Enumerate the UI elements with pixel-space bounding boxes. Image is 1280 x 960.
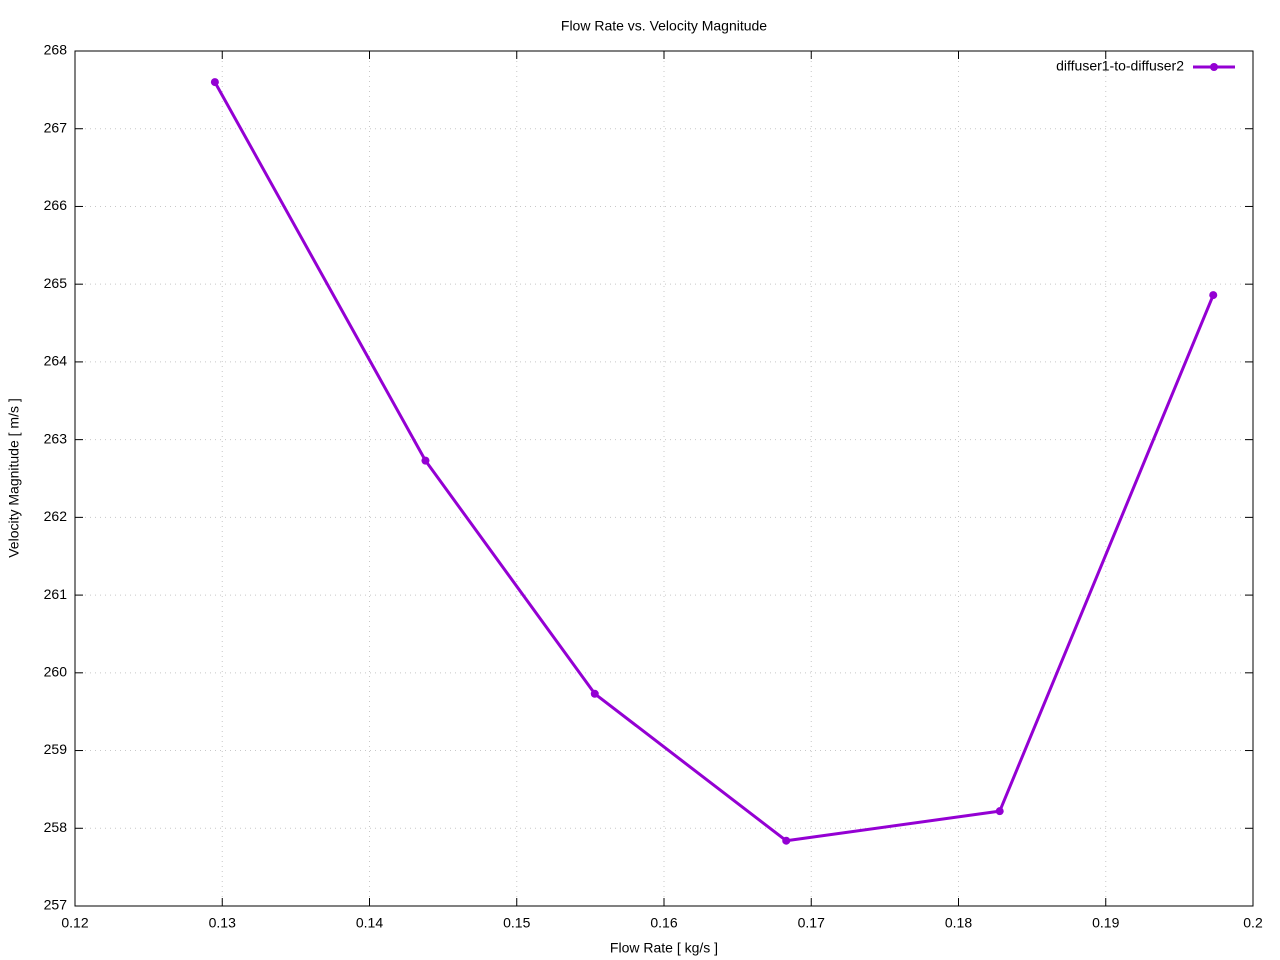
x-tick-label: 0.15 [503,915,530,931]
series-line [213,81,1215,843]
y-tick-label: 264 [44,353,68,369]
y-tick-label: 267 [44,119,68,135]
x-axis-label: Flow Rate [ kg/s ] [610,940,718,956]
x-tick-label: 0.18 [945,915,972,931]
x-tick-label: 0.19 [1092,915,1119,931]
plot-frame [74,50,1254,907]
y-tick-label: 266 [44,197,68,213]
legend-marker [1210,63,1218,71]
data-point [995,807,1004,816]
x-tick-label: 0.2 [1243,915,1263,931]
y-tick-label: 260 [44,664,68,680]
y-tick-label: 257 [44,897,68,913]
y-tick-label: 261 [44,586,68,602]
x-tick-label: 0.16 [650,915,677,931]
data-point [210,78,219,87]
x-tick-label: 0.13 [209,915,236,931]
data-point [782,836,791,845]
y-axis-label: Velocity Magnitude [ m/s ] [6,398,22,558]
y-tick-label: 263 [44,430,68,446]
y-tick-label: 268 [44,42,68,58]
data-point [590,689,599,698]
data-point [1209,291,1218,300]
y-tick-label: 262 [44,508,68,524]
y-tick-label: 259 [44,741,68,757]
x-tick-label: 0.14 [356,915,383,931]
x-tick-label: 0.17 [798,915,825,931]
chart-title: Flow Rate vs. Velocity Magnitude [561,18,767,34]
y-tick-label: 265 [44,275,68,291]
y-tick-label: 258 [44,819,68,835]
legend-label: diffuser1-to-diffuser2 [1056,58,1184,74]
x-tick-label: 0.12 [61,915,88,931]
data-point [421,456,430,465]
